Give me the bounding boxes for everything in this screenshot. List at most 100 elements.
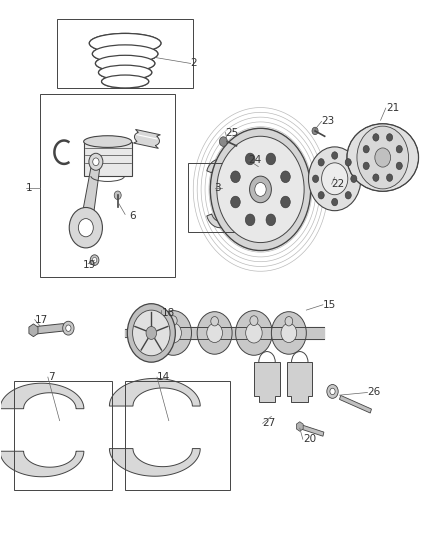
Text: 27: 27 (263, 418, 276, 429)
Circle shape (90, 255, 99, 265)
Circle shape (396, 146, 403, 153)
Polygon shape (0, 451, 84, 477)
Circle shape (312, 127, 318, 135)
Polygon shape (82, 165, 100, 213)
Circle shape (146, 327, 157, 340)
Ellipse shape (99, 65, 152, 80)
Circle shape (363, 162, 369, 169)
Circle shape (92, 257, 97, 263)
Circle shape (114, 191, 121, 199)
Circle shape (345, 159, 351, 166)
Polygon shape (134, 130, 160, 148)
Circle shape (308, 147, 361, 211)
Text: 14: 14 (157, 372, 170, 382)
Circle shape (285, 317, 293, 326)
Ellipse shape (95, 35, 155, 52)
Ellipse shape (101, 56, 150, 70)
Circle shape (375, 148, 391, 167)
Bar (300, 424, 324, 436)
Circle shape (332, 152, 338, 159)
Circle shape (217, 136, 304, 243)
Circle shape (318, 159, 324, 166)
Circle shape (321, 163, 348, 195)
Circle shape (332, 198, 338, 206)
Circle shape (69, 207, 102, 248)
Polygon shape (207, 159, 233, 173)
Text: 22: 22 (332, 179, 345, 189)
Text: 26: 26 (367, 387, 381, 398)
Ellipse shape (107, 76, 144, 86)
Circle shape (327, 384, 338, 398)
Ellipse shape (89, 34, 161, 53)
Bar (57, 19, 193, 88)
Text: 17: 17 (35, 314, 48, 325)
Circle shape (219, 137, 227, 147)
Circle shape (236, 311, 272, 356)
Text: 24: 24 (249, 155, 262, 165)
Circle shape (281, 196, 290, 208)
Bar (339, 395, 371, 413)
Ellipse shape (104, 67, 147, 78)
Text: 15: 15 (323, 300, 336, 310)
Circle shape (169, 316, 177, 326)
Bar (35, 324, 64, 334)
Text: 25: 25 (226, 127, 239, 138)
Text: 20: 20 (303, 434, 316, 445)
Circle shape (373, 174, 379, 181)
Circle shape (245, 214, 255, 225)
Circle shape (211, 317, 219, 326)
Ellipse shape (102, 75, 149, 88)
Circle shape (255, 182, 266, 196)
Circle shape (165, 323, 181, 343)
Circle shape (231, 171, 240, 183)
Text: 1: 1 (26, 183, 33, 193)
Text: 19: 19 (83, 261, 96, 270)
Ellipse shape (92, 45, 158, 63)
Circle shape (357, 126, 409, 189)
Circle shape (63, 321, 74, 335)
Circle shape (396, 162, 403, 169)
Circle shape (89, 154, 103, 170)
Circle shape (318, 191, 324, 199)
Circle shape (210, 128, 311, 251)
Circle shape (313, 175, 318, 182)
Circle shape (155, 311, 191, 356)
Circle shape (266, 153, 276, 165)
Text: 23: 23 (321, 116, 335, 126)
Circle shape (272, 312, 306, 354)
Bar (14, 381, 112, 490)
Text: 6: 6 (130, 211, 136, 221)
Circle shape (363, 146, 369, 153)
Text: 18: 18 (161, 308, 175, 318)
Circle shape (66, 325, 71, 332)
Circle shape (281, 171, 290, 183)
Bar (188, 163, 252, 232)
Polygon shape (110, 449, 200, 476)
Text: 7: 7 (48, 372, 54, 382)
Polygon shape (254, 362, 280, 402)
Ellipse shape (95, 55, 155, 71)
Circle shape (386, 134, 392, 141)
Text: 3: 3 (215, 183, 221, 193)
Bar (40, 94, 175, 277)
Circle shape (93, 158, 99, 166)
Bar (125, 381, 230, 490)
Circle shape (330, 388, 335, 394)
Circle shape (127, 304, 175, 362)
Circle shape (281, 324, 297, 343)
Circle shape (78, 219, 93, 237)
Text: 21: 21 (386, 103, 399, 113)
Text: 2: 2 (191, 59, 197, 68)
Ellipse shape (84, 136, 132, 148)
Circle shape (207, 324, 223, 343)
Circle shape (246, 323, 262, 343)
Circle shape (197, 312, 232, 354)
Circle shape (250, 176, 272, 203)
Polygon shape (287, 362, 312, 402)
Ellipse shape (347, 124, 419, 191)
Polygon shape (207, 214, 233, 228)
Polygon shape (110, 378, 200, 406)
Circle shape (133, 310, 170, 356)
Circle shape (373, 134, 379, 141)
Polygon shape (0, 383, 84, 409)
